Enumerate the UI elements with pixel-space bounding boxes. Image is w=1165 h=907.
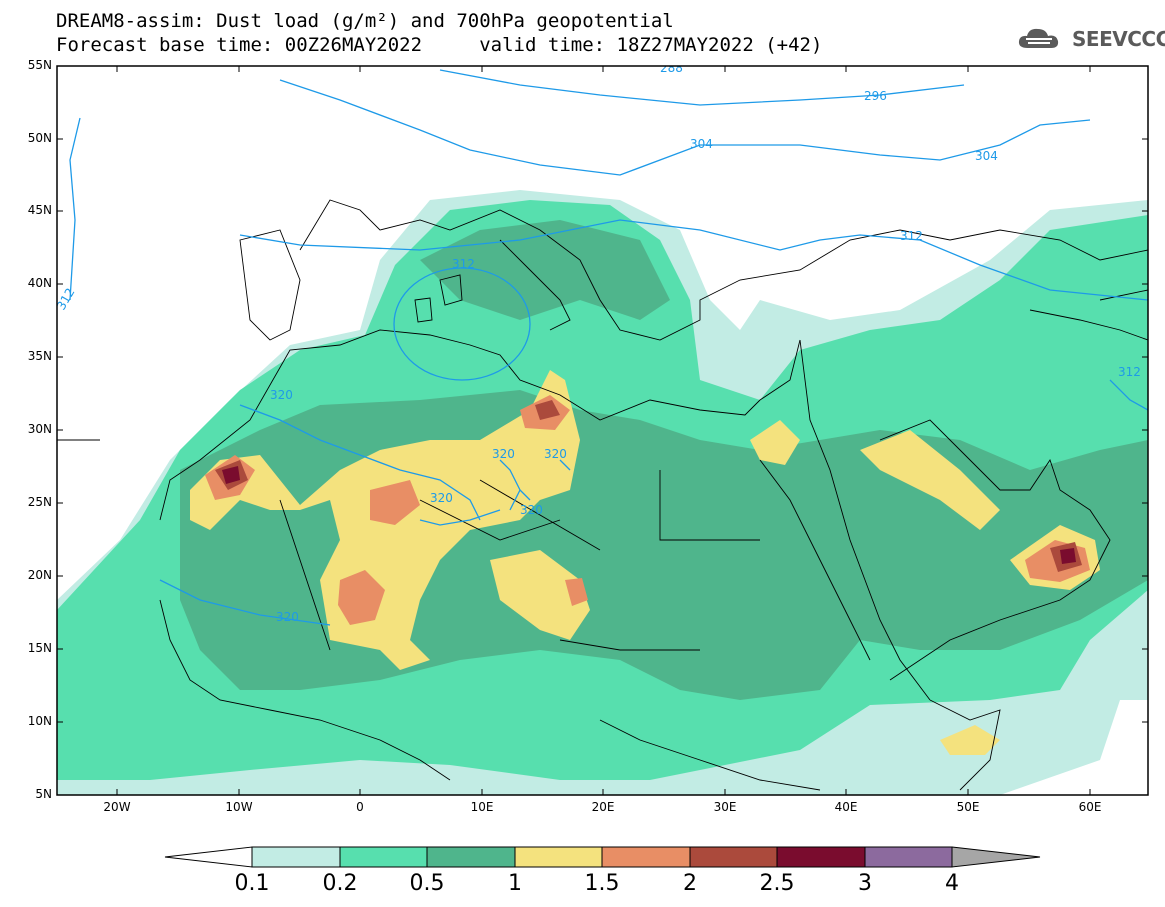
seevccc-logo: SEEVCCC: [1016, 24, 1165, 54]
colorbar-label: 3: [858, 871, 872, 896]
forecast-time-subtitle: Forecast base time: 00Z26MAY2022 valid t…: [56, 34, 823, 56]
dust-field-1-south: [490, 550, 590, 640]
lon-label: 60E: [1078, 800, 1102, 814]
colorbar-bin: [689, 846, 778, 868]
colorbar-label: 2: [683, 871, 697, 896]
lat-label: 10N: [27, 714, 52, 728]
dust-field-1.5: [205, 395, 1090, 625]
colorbar-under-triangle: [164, 846, 253, 868]
lon-label: 10E: [470, 800, 494, 814]
lon-label: 50E: [956, 800, 980, 814]
colorbar-bin: [864, 846, 953, 868]
colorbar-label: 4: [945, 871, 959, 896]
lat-label: 50N: [27, 131, 52, 145]
logo-text: SEEVCCC: [1072, 27, 1165, 51]
lat-label: 20N: [27, 568, 52, 582]
contour-label: 320: [270, 388, 293, 402]
contour-label: 320: [276, 610, 299, 624]
dust-field-1-somalia: [940, 725, 1000, 755]
colorbar-bin: [339, 846, 428, 868]
colorbar-label: 2.5: [759, 871, 795, 896]
colorbar-label: 1: [508, 871, 522, 896]
colorbar-bin: [426, 846, 516, 868]
lat-label: 15N: [27, 641, 52, 655]
dust-field: [57, 190, 1148, 795]
contour-label: 312: [1118, 365, 1141, 379]
lon-label: 0: [356, 800, 364, 814]
colorbar-bin: [514, 846, 603, 868]
contour-label: 320: [520, 503, 543, 517]
contour-label: 288: [660, 61, 683, 75]
dust-field-1-mideast: [860, 430, 1000, 530]
lat-label: 30N: [27, 422, 52, 436]
lon-label: 20W: [103, 800, 131, 814]
lat-label: 45N: [27, 203, 52, 217]
lon-label: 10W: [225, 800, 253, 814]
contour-label: 304: [975, 149, 998, 163]
contour-label: 320: [492, 447, 515, 461]
lon-label: 20E: [591, 800, 615, 814]
contour-label: 304: [690, 137, 713, 151]
colorbar-label: 0.5: [409, 871, 445, 896]
contour-label: 296: [864, 89, 887, 103]
contour-label: 312: [900, 229, 923, 243]
colorbar-bin: [776, 846, 866, 868]
colorbar-label: 1.5: [584, 871, 620, 896]
cloud-logo-icon: [1018, 28, 1059, 48]
geopotential-contours: [69, 69, 1148, 626]
lon-label: 40E: [834, 800, 858, 814]
dust-field-0.5-north: [420, 220, 670, 320]
map-title: DREAM8-assim: Dust load (g/m²) and 700hP…: [56, 10, 674, 32]
lat-label: 55N: [27, 58, 52, 72]
coastlines: [57, 199, 1148, 791]
colorbar: [164, 846, 1041, 868]
lat-label: 5N: [35, 787, 52, 801]
map-area: 288 296 304 304 312 312 312 312 320 320 …: [57, 61, 1148, 795]
lat-label: 40N: [27, 276, 52, 290]
contour-label: 312: [452, 257, 475, 271]
contour-label: 320: [430, 491, 453, 505]
colorbar-over-triangle: [951, 846, 1041, 868]
colorbar-bin: [251, 846, 341, 868]
lon-label: 30E: [713, 800, 737, 814]
colorbar-bin: [601, 846, 691, 868]
contour-label: 320: [544, 447, 567, 461]
axis-ticks: [57, 65, 1148, 796]
lat-label: 25N: [27, 495, 52, 509]
lat-label: 35N: [27, 349, 52, 363]
colorbar-label: 0.1: [234, 871, 270, 896]
dust-field-1-levant: [750, 420, 800, 465]
colorbar-label: 0.2: [322, 871, 358, 896]
